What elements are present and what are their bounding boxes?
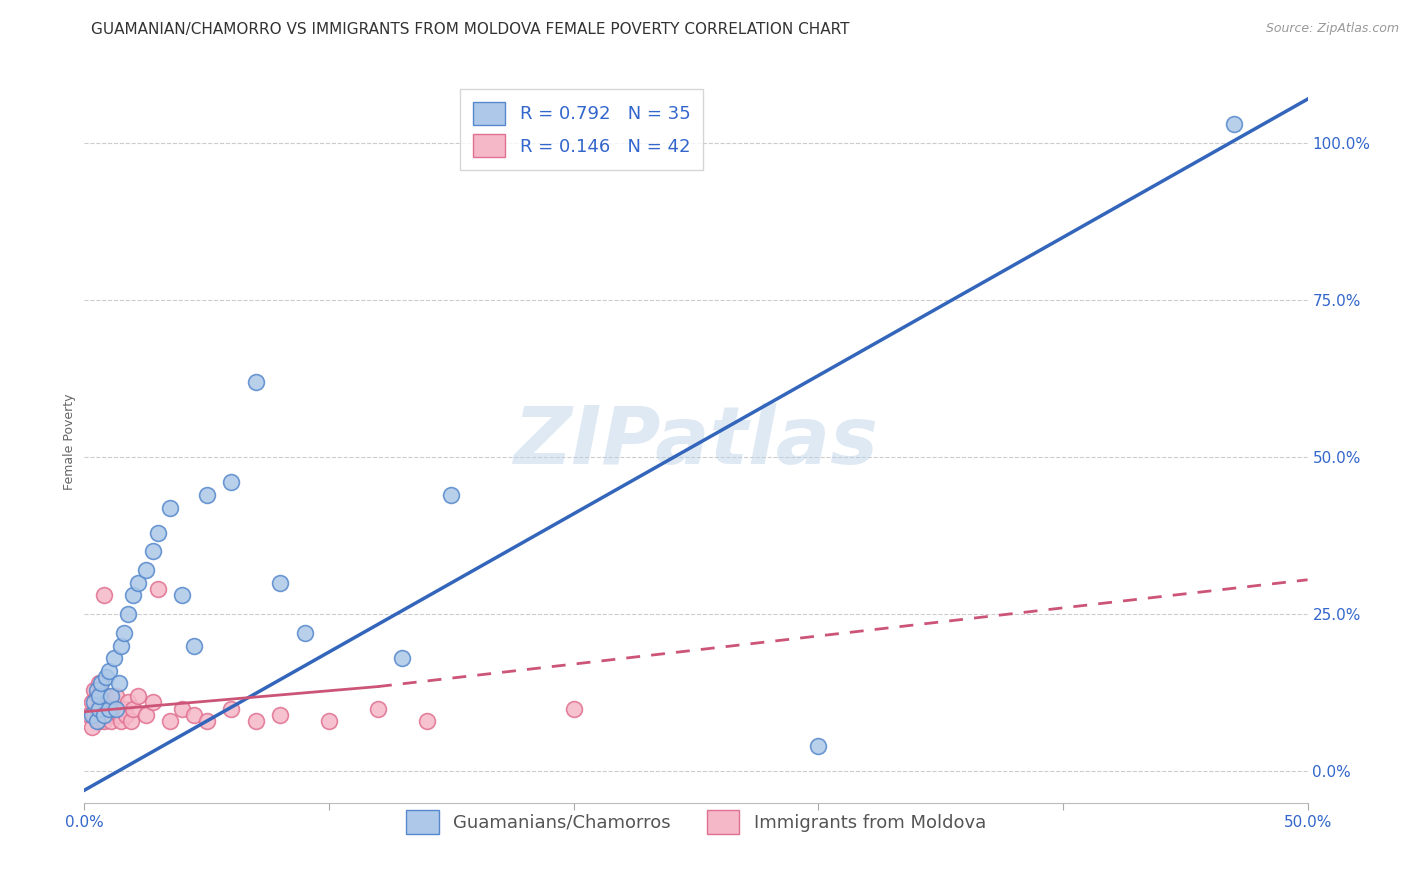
Point xyxy=(87,676,110,690)
Point xyxy=(115,707,138,722)
Point xyxy=(269,575,291,590)
Point xyxy=(807,739,830,754)
Text: ZIPatlas: ZIPatlas xyxy=(513,402,879,481)
Point xyxy=(97,707,120,722)
Point xyxy=(77,707,100,722)
Point xyxy=(172,701,194,715)
Point xyxy=(93,714,115,728)
Point xyxy=(86,701,108,715)
Point xyxy=(103,701,125,715)
Point xyxy=(97,664,120,678)
Point xyxy=(107,707,129,722)
Point xyxy=(146,582,169,597)
Point xyxy=(294,626,316,640)
Point xyxy=(122,589,145,603)
Point xyxy=(90,676,112,690)
Point xyxy=(86,714,108,728)
Point xyxy=(83,707,105,722)
Point xyxy=(245,375,267,389)
Point xyxy=(135,707,157,722)
Point xyxy=(90,707,112,722)
Point xyxy=(1223,117,1246,131)
Point xyxy=(97,701,120,715)
Point xyxy=(195,488,218,502)
Point xyxy=(120,714,142,728)
Point xyxy=(100,714,122,728)
Point xyxy=(96,701,118,715)
Point xyxy=(219,475,242,490)
Point xyxy=(87,689,110,703)
Point xyxy=(86,682,108,697)
Point xyxy=(245,714,267,728)
Point xyxy=(90,695,112,709)
Point xyxy=(269,707,291,722)
Point xyxy=(159,714,181,728)
Point xyxy=(142,544,165,558)
Point xyxy=(83,695,105,709)
Point xyxy=(219,701,242,715)
Point xyxy=(93,707,115,722)
Point xyxy=(318,714,340,728)
Point xyxy=(562,701,585,715)
Point xyxy=(127,575,149,590)
Point xyxy=(112,701,135,715)
Point xyxy=(96,670,118,684)
Point xyxy=(146,525,169,540)
Point xyxy=(86,689,108,703)
Point xyxy=(80,707,103,722)
Text: GUAMANIAN/CHAMORRO VS IMMIGRANTS FROM MOLDOVA FEMALE POVERTY CORRELATION CHART: GUAMANIAN/CHAMORRO VS IMMIGRANTS FROM MO… xyxy=(91,22,849,37)
Point xyxy=(183,639,205,653)
Point xyxy=(440,488,463,502)
Text: Source: ZipAtlas.com: Source: ZipAtlas.com xyxy=(1265,22,1399,36)
Point xyxy=(110,714,132,728)
Point xyxy=(117,607,139,622)
Point xyxy=(105,689,128,703)
Point xyxy=(122,701,145,715)
Point xyxy=(100,689,122,703)
Point xyxy=(391,651,413,665)
Point xyxy=(112,626,135,640)
Point xyxy=(195,714,218,728)
Point xyxy=(80,720,103,734)
Point xyxy=(96,689,118,703)
Point xyxy=(87,701,110,715)
Point xyxy=(117,695,139,709)
Point xyxy=(103,651,125,665)
Point xyxy=(80,695,103,709)
Point xyxy=(93,589,115,603)
Point xyxy=(367,701,389,715)
Legend: Guamanians/Chamorros, Immigrants from Moldova: Guamanians/Chamorros, Immigrants from Mo… xyxy=(395,799,997,845)
Point xyxy=(135,563,157,577)
Point xyxy=(159,500,181,515)
Point xyxy=(107,676,129,690)
Point xyxy=(105,701,128,715)
Point xyxy=(87,714,110,728)
Point xyxy=(142,695,165,709)
Point xyxy=(127,689,149,703)
Point xyxy=(183,707,205,722)
Point xyxy=(83,682,105,697)
Point xyxy=(97,695,120,709)
Point xyxy=(172,589,194,603)
Point xyxy=(416,714,439,728)
Y-axis label: Female Poverty: Female Poverty xyxy=(63,393,76,490)
Point xyxy=(110,639,132,653)
